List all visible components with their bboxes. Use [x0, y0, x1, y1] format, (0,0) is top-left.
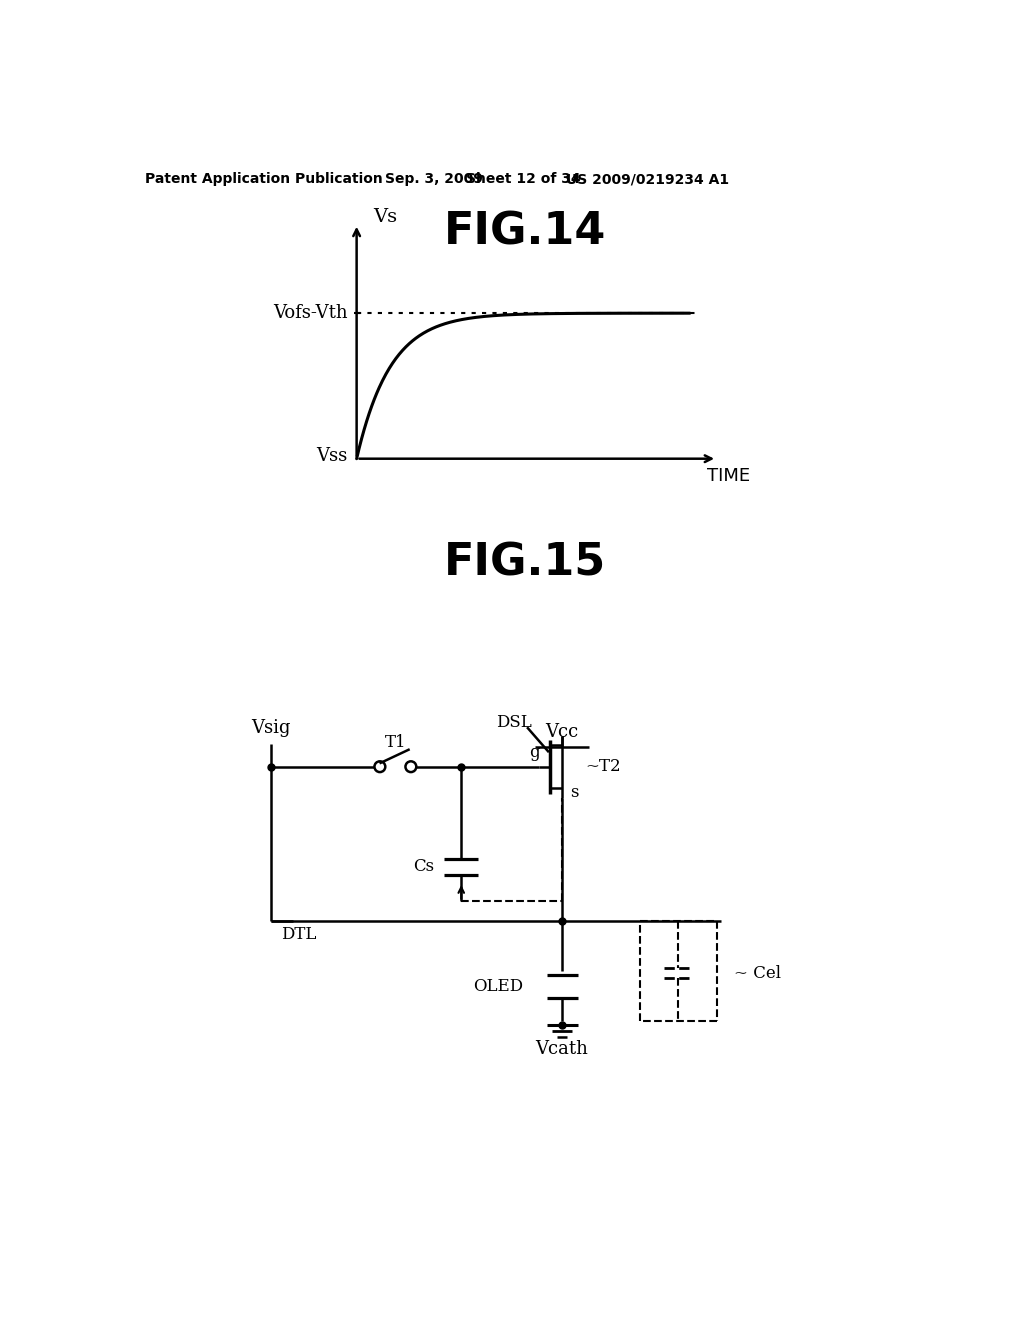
Text: DTL: DTL: [281, 927, 316, 942]
Text: Cs: Cs: [413, 858, 434, 875]
Text: Patent Application Publication: Patent Application Publication: [144, 172, 383, 186]
Text: Vss: Vss: [316, 446, 347, 465]
Text: Sheet 12 of 34: Sheet 12 of 34: [466, 172, 581, 186]
Text: TIME: TIME: [707, 467, 751, 484]
Text: s: s: [569, 784, 579, 801]
Text: Vofs-Vth: Vofs-Vth: [272, 304, 347, 322]
Text: US 2009/0219234 A1: US 2009/0219234 A1: [565, 172, 729, 186]
Text: FIG.14: FIG.14: [443, 210, 606, 253]
Text: Vcath: Vcath: [536, 1040, 589, 1059]
Text: ~T2: ~T2: [586, 758, 621, 775]
Text: OLED: OLED: [473, 978, 523, 995]
Text: Sep. 3, 2009: Sep. 3, 2009: [385, 172, 483, 186]
Text: FIG.15: FIG.15: [443, 541, 606, 585]
Text: DSL: DSL: [496, 714, 531, 731]
Text: T1: T1: [385, 734, 407, 751]
Text: ~ Cel: ~ Cel: [734, 965, 781, 982]
Text: Vcc: Vcc: [546, 723, 579, 741]
Text: Vsig: Vsig: [252, 719, 291, 737]
Text: Vs: Vs: [374, 209, 397, 226]
Text: g: g: [529, 744, 541, 762]
